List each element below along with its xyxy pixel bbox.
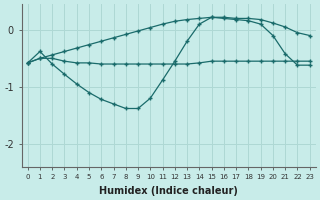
X-axis label: Humidex (Indice chaleur): Humidex (Indice chaleur) [99,186,238,196]
